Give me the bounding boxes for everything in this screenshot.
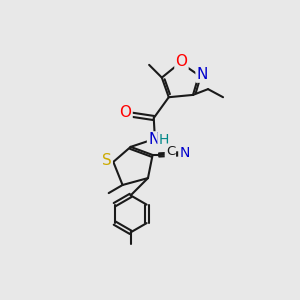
Text: C: C [166,145,175,158]
Text: N: N [179,146,190,160]
Text: N: N [148,132,159,147]
Text: O: O [176,54,188,69]
Text: N: N [196,67,208,82]
Text: S: S [102,153,112,168]
Text: H: H [158,133,169,147]
Text: O: O [120,105,132,120]
